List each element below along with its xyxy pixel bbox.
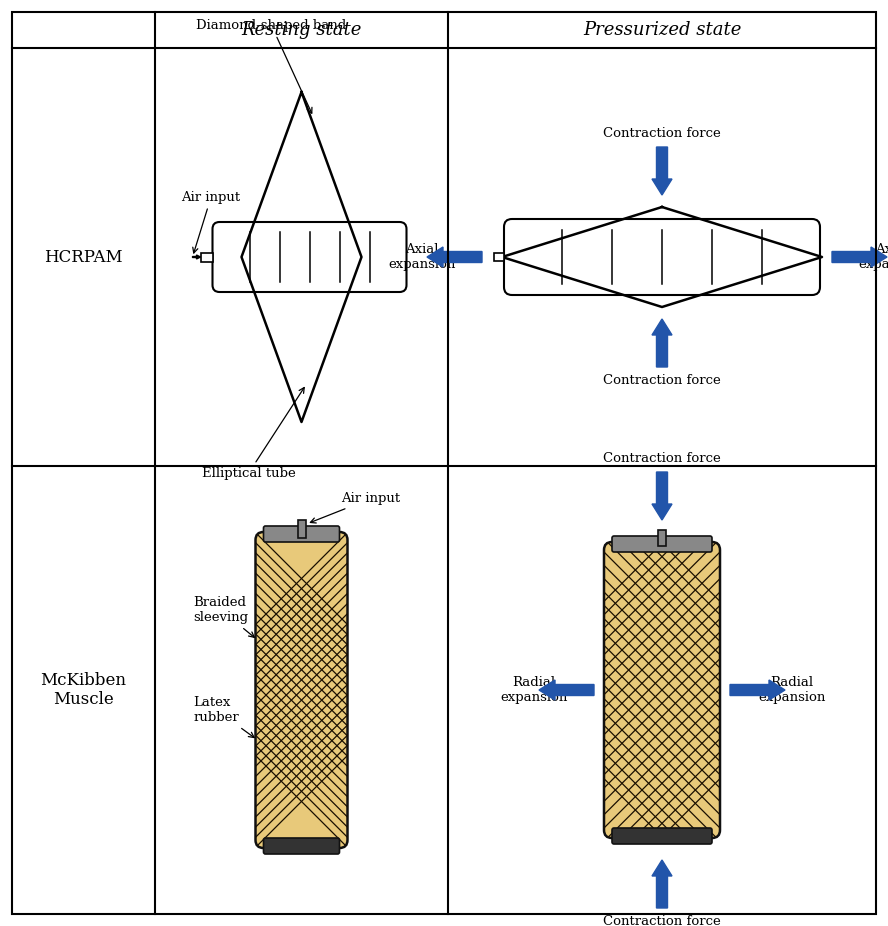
Text: Elliptical tube: Elliptical tube xyxy=(202,387,305,480)
FancyArrow shape xyxy=(832,247,887,267)
Text: McKibben
Muscle: McKibben Muscle xyxy=(41,671,126,708)
FancyBboxPatch shape xyxy=(264,838,339,854)
FancyArrow shape xyxy=(652,147,672,195)
FancyBboxPatch shape xyxy=(504,219,820,295)
FancyBboxPatch shape xyxy=(264,526,339,542)
Text: Axial
expansion: Axial expansion xyxy=(859,243,888,271)
Text: Contraction force: Contraction force xyxy=(603,915,721,926)
Text: Axial
expansion: Axial expansion xyxy=(388,243,456,271)
Text: Air input: Air input xyxy=(181,191,241,253)
Bar xyxy=(297,520,305,538)
Text: Pressurized state: Pressurized state xyxy=(583,21,741,39)
Text: Latex
rubber: Latex rubber xyxy=(194,696,254,737)
FancyBboxPatch shape xyxy=(612,828,712,844)
Text: Contraction force: Contraction force xyxy=(603,452,721,465)
Text: HCRPAM: HCRPAM xyxy=(44,248,123,266)
Bar xyxy=(658,530,666,546)
FancyArrow shape xyxy=(427,247,482,267)
Text: Contraction force: Contraction force xyxy=(603,374,721,387)
FancyArrow shape xyxy=(193,255,201,259)
FancyArrow shape xyxy=(652,472,672,520)
Text: Air input: Air input xyxy=(311,492,400,523)
FancyBboxPatch shape xyxy=(612,536,712,552)
Text: Contraction force: Contraction force xyxy=(603,127,721,140)
Text: Resting state: Resting state xyxy=(242,21,361,39)
Bar xyxy=(494,253,504,261)
FancyArrow shape xyxy=(730,680,785,700)
FancyArrow shape xyxy=(652,319,672,367)
Bar xyxy=(201,253,212,261)
Text: Radial
expansion: Radial expansion xyxy=(758,676,826,704)
Text: Diamond-shaped band: Diamond-shaped band xyxy=(196,19,346,113)
FancyBboxPatch shape xyxy=(604,542,720,838)
FancyArrow shape xyxy=(652,860,672,908)
FancyBboxPatch shape xyxy=(212,222,407,292)
FancyArrow shape xyxy=(539,680,594,700)
Text: Radial
expansion: Radial expansion xyxy=(500,676,567,704)
FancyBboxPatch shape xyxy=(256,532,347,848)
Text: Braided
sleeving: Braided sleeving xyxy=(194,596,254,637)
